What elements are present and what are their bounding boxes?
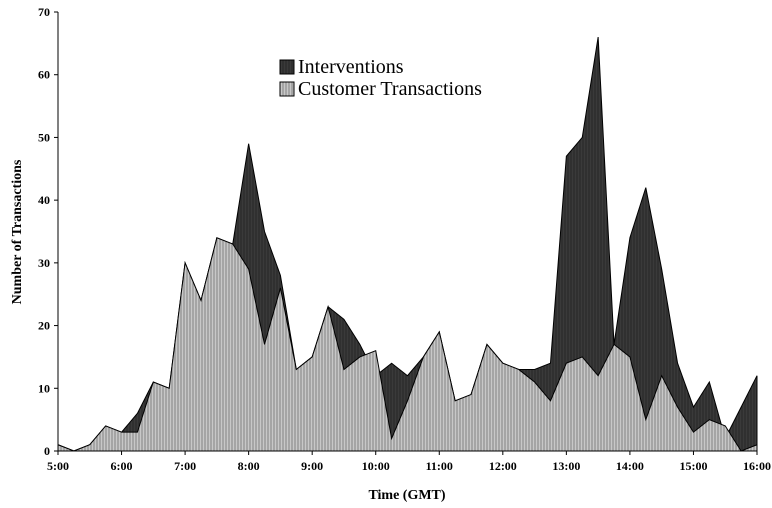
x-tick-label: 9:00 xyxy=(301,459,323,473)
legend-label: Customer Transactions xyxy=(298,78,482,100)
x-tick-label: 11:00 xyxy=(426,459,453,473)
legend-swatch-hatch xyxy=(280,82,294,96)
y-tick-label: 0 xyxy=(44,444,50,458)
y-tick-label: 10 xyxy=(38,381,50,395)
x-tick-label: 10:00 xyxy=(362,459,390,473)
y-tick-label: 60 xyxy=(38,68,50,82)
x-tick-label: 15:00 xyxy=(679,459,707,473)
x-tick-label: 8:00 xyxy=(238,459,260,473)
x-tick-label: 14:00 xyxy=(616,459,644,473)
y-tick-label: 40 xyxy=(38,193,50,207)
x-tick-label: 13:00 xyxy=(552,459,580,473)
area-hatch xyxy=(58,237,757,451)
y-tick-label: 20 xyxy=(38,319,50,333)
y-tick-label: 70 xyxy=(38,5,50,19)
legend-swatch-hatch xyxy=(280,60,294,74)
x-tick-label: 16:00 xyxy=(743,459,771,473)
legend-label: Interventions xyxy=(298,56,404,78)
y-tick-label: 30 xyxy=(38,256,50,270)
x-tick-label: 6:00 xyxy=(111,459,133,473)
x-axis-label: Time (GMT) xyxy=(368,488,445,503)
y-tick-label: 50 xyxy=(38,130,50,144)
x-tick-label: 12:00 xyxy=(489,459,517,473)
x-tick-label: 7:00 xyxy=(174,459,196,473)
x-tick-label: 5:00 xyxy=(47,459,69,473)
y-axis-label: Number of Transactions xyxy=(10,159,25,304)
